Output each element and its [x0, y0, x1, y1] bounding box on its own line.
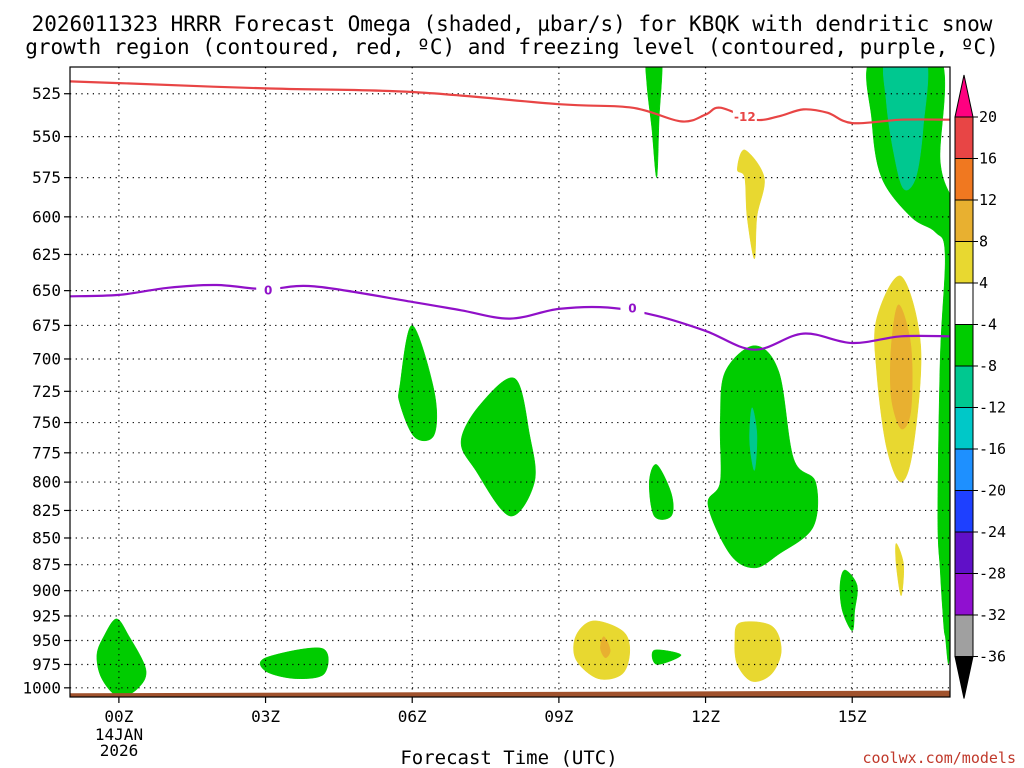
y-tick-label-575: 575: [32, 168, 61, 187]
colorbar-label-3: 8: [979, 233, 988, 251]
contour-label-1-0: 0: [264, 283, 272, 297]
colorbar-segment-9: [954, 490, 974, 533]
colorbar-label-0: 20: [979, 108, 997, 126]
colorbar-segment-10: [954, 531, 974, 574]
colorbar-label-13: -36: [979, 648, 1006, 666]
colorbar-segment-1: [954, 158, 974, 201]
omega-region-14: [895, 543, 905, 597]
omega-region-2: [398, 325, 438, 442]
y-tick-label-800: 800: [32, 473, 61, 492]
x-axis-title: Forecast Time (UTC): [400, 747, 617, 768]
y-tick-label-825: 825: [32, 501, 61, 520]
colorbar-label-12: -32: [979, 606, 1006, 624]
y-tick-label-900: 900: [32, 581, 61, 600]
colorbar-label-10: -24: [979, 523, 1006, 541]
date-label-year: 2026: [100, 741, 139, 760]
colorbar-segment-6: [954, 365, 974, 408]
omega-region-6: [651, 649, 682, 665]
terrain-fill: [70, 690, 950, 697]
colorbar-label-1: 16: [979, 150, 997, 168]
colorbar-segment-5: [954, 324, 974, 367]
omega-region-0: [96, 618, 147, 697]
y-tick-label-550: 550: [32, 127, 61, 146]
y-tick-label-625: 625: [32, 245, 61, 264]
y-tick-label-850: 850: [32, 528, 61, 547]
y-tick-label-775: 775: [32, 443, 61, 462]
contour-label-bg-1-1: [620, 301, 645, 316]
time-axis: 00Z 03Z 06Z 09Z 12Z 15Z: [104, 697, 867, 726]
grid-lines: [70, 67, 950, 697]
x-tick-label-03Z: 03Z: [251, 707, 280, 726]
y-tick-label-525: 525: [32, 84, 61, 103]
pressure-axis: 525 550 575 600 625 650 675 700 725 750 775 800 825 8…: [22, 84, 70, 697]
terrain-surface: [70, 690, 950, 697]
colorbar-label-9: -20: [979, 482, 1006, 500]
colorbar-label-8: -16: [979, 440, 1006, 458]
chart-title-line-2: growth region (contoured, red, ºC) and f…: [25, 35, 999, 59]
y-tick-label-1000: 1000: [22, 678, 61, 697]
omega-region-4: [645, 67, 663, 178]
chart-title-line-1: 2026011323 HRRR Forecast Omega (shaded, …: [32, 12, 993, 36]
omega-region-1: [259, 647, 329, 679]
temperature-contours: -12 0 0: [70, 80, 950, 351]
colorbar-label-4: 4: [979, 274, 988, 292]
colorbar-label-6: -8: [979, 357, 997, 375]
colorbar-segment-0: [954, 116, 974, 159]
contour-line-0: [70, 80, 950, 125]
date-label-day: 14JAN: [95, 725, 143, 744]
y-tick-label-650: 650: [32, 281, 61, 300]
x-tick-label-15Z: 15Z: [838, 707, 867, 726]
omega-shading: [96, 67, 950, 697]
omega-region-18: [600, 636, 611, 659]
colorbar-top-arrow: [954, 74, 974, 118]
omega-region-9: [866, 67, 950, 665]
omega-region-5: [648, 464, 674, 520]
colorbar-segment-8: [954, 448, 974, 491]
omega-region-16: [734, 621, 782, 682]
y-tick-label-875: 875: [32, 555, 61, 574]
x-tick-label-00Z: 00Z: [104, 707, 133, 726]
colorbar-label-11: -28: [979, 565, 1006, 583]
omega-region-3: [460, 377, 536, 517]
y-tick-label-925: 925: [32, 606, 61, 625]
x-tick-label-06Z: 06Z: [398, 707, 427, 726]
omega-region-10: [882, 67, 929, 191]
source-credit: coolwx.com/models: [862, 749, 1016, 767]
contour-label-bg-1-0: [256, 282, 281, 297]
colorbar-segment-12: [954, 614, 974, 657]
colorbar-bottom-arrow: [954, 656, 974, 699]
colorbar-label-2: 12: [979, 191, 997, 209]
contour-label-0-0: -12: [734, 110, 756, 124]
contour-label-1-1: 0: [628, 302, 636, 316]
colorbar-label-5: -4: [979, 316, 997, 334]
colorbar-segment-2: [954, 199, 974, 242]
colorbar-label-7: -12: [979, 399, 1006, 417]
y-tick-label-950: 950: [32, 631, 61, 650]
y-tick-label-975: 975: [32, 655, 61, 674]
y-tick-label-700: 700: [32, 349, 61, 368]
colorbar-segment-3: [954, 241, 974, 284]
omega-region-11: [749, 407, 758, 471]
omega-region-7: [707, 345, 819, 569]
colorbar-segment-11: [954, 573, 974, 616]
omega-region-8: [839, 569, 858, 632]
y-tick-label-750: 750: [32, 413, 61, 432]
colorbar-segment-7: [954, 407, 974, 450]
colorbar: 20 16 12 8 4 -4 -8 -12 -16 -20 -24 -28 -32 -36: [954, 74, 1006, 699]
plot-frame: [69, 66, 951, 698]
contour-label-bg-0-0: [732, 109, 757, 124]
y-tick-label-600: 600: [32, 207, 61, 226]
y-tick-label-675: 675: [32, 316, 61, 335]
x-tick-label-12Z: 12Z: [691, 707, 720, 726]
contour-line-1: [70, 283, 950, 351]
omega-region-12: [737, 149, 765, 260]
colorbar-segment-4: [954, 282, 974, 325]
y-tick-label-725: 725: [32, 382, 61, 401]
x-tick-label-09Z: 09Z: [544, 707, 573, 726]
